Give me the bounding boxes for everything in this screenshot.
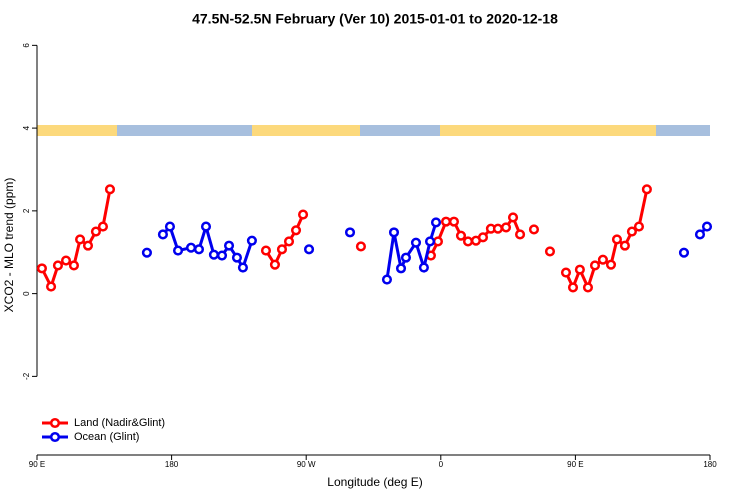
point <box>216 250 228 261</box>
point <box>164 221 176 232</box>
y-tick-label: -2 <box>22 372 31 380</box>
point <box>208 249 219 260</box>
point <box>52 260 63 271</box>
point <box>82 240 94 251</box>
point <box>477 232 489 243</box>
point <box>237 262 248 273</box>
point <box>290 225 302 236</box>
x-tick-label: 90 E <box>567 460 583 469</box>
y-tick-label: 4 <box>22 125 31 130</box>
point <box>97 221 109 232</box>
series-line <box>40 189 649 292</box>
point <box>567 282 579 293</box>
point <box>560 267 572 278</box>
point <box>589 260 601 271</box>
point <box>68 260 79 271</box>
point <box>440 216 452 227</box>
point <box>619 240 630 251</box>
point <box>432 236 444 247</box>
point <box>355 241 366 252</box>
point <box>200 221 212 232</box>
point <box>597 254 608 265</box>
land-ocean-strip <box>37 125 710 136</box>
x-axis-label: Longitude (deg E) <box>327 475 422 489</box>
point <box>400 252 412 263</box>
point <box>544 246 556 257</box>
point <box>455 230 467 241</box>
point <box>448 216 460 227</box>
point <box>260 245 272 256</box>
point <box>574 264 585 275</box>
point <box>381 274 393 285</box>
point <box>141 247 152 258</box>
point <box>303 244 315 255</box>
point <box>424 236 436 247</box>
point <box>90 226 101 237</box>
y-axis-label: XCO2 - MLO trend (ppm) <box>2 178 16 313</box>
point <box>626 226 637 237</box>
point <box>269 259 280 270</box>
point <box>507 212 519 223</box>
point <box>46 281 57 292</box>
point <box>462 236 474 247</box>
point <box>528 224 540 235</box>
point <box>298 209 309 220</box>
point <box>410 237 422 248</box>
point <box>492 223 503 234</box>
point <box>172 245 184 256</box>
point <box>678 247 690 258</box>
y-tick-label: 2 <box>22 208 31 213</box>
point <box>641 184 652 195</box>
point <box>701 221 713 232</box>
point <box>60 255 72 266</box>
point <box>193 244 205 255</box>
point <box>157 229 168 240</box>
x-tick-label: 90 E <box>29 460 45 469</box>
point <box>418 262 429 273</box>
point <box>388 227 400 238</box>
point <box>246 235 257 246</box>
x-tick-label: 180 <box>165 460 179 469</box>
point <box>633 221 645 232</box>
point <box>395 263 407 274</box>
x-tick-label: 90 W <box>297 460 316 469</box>
point <box>104 184 116 195</box>
point <box>515 229 526 240</box>
point <box>611 234 623 245</box>
point <box>430 217 442 228</box>
point <box>36 263 47 274</box>
point <box>283 236 295 247</box>
point <box>582 282 594 293</box>
point <box>223 240 235 251</box>
point <box>185 242 197 253</box>
legend-label: Ocean (Glint) <box>74 431 139 443</box>
point <box>694 229 706 240</box>
legend-label: Land (Nadir&Glint) <box>74 417 165 429</box>
y-tick-label: 0 <box>22 291 31 296</box>
point <box>344 227 356 238</box>
x-tick-label: 180 <box>703 460 717 469</box>
y-tick-label: 6 <box>22 43 31 48</box>
point <box>276 244 288 255</box>
legend-marker <box>49 417 61 429</box>
legend-marker <box>49 431 61 443</box>
point <box>500 222 512 233</box>
point <box>605 259 617 270</box>
chart-title: 47.5N-52.5N February (Ver 10) 2015-01-01… <box>192 11 558 27</box>
point <box>231 252 243 263</box>
point <box>75 234 86 245</box>
x-tick-label: 0 <box>439 460 444 469</box>
